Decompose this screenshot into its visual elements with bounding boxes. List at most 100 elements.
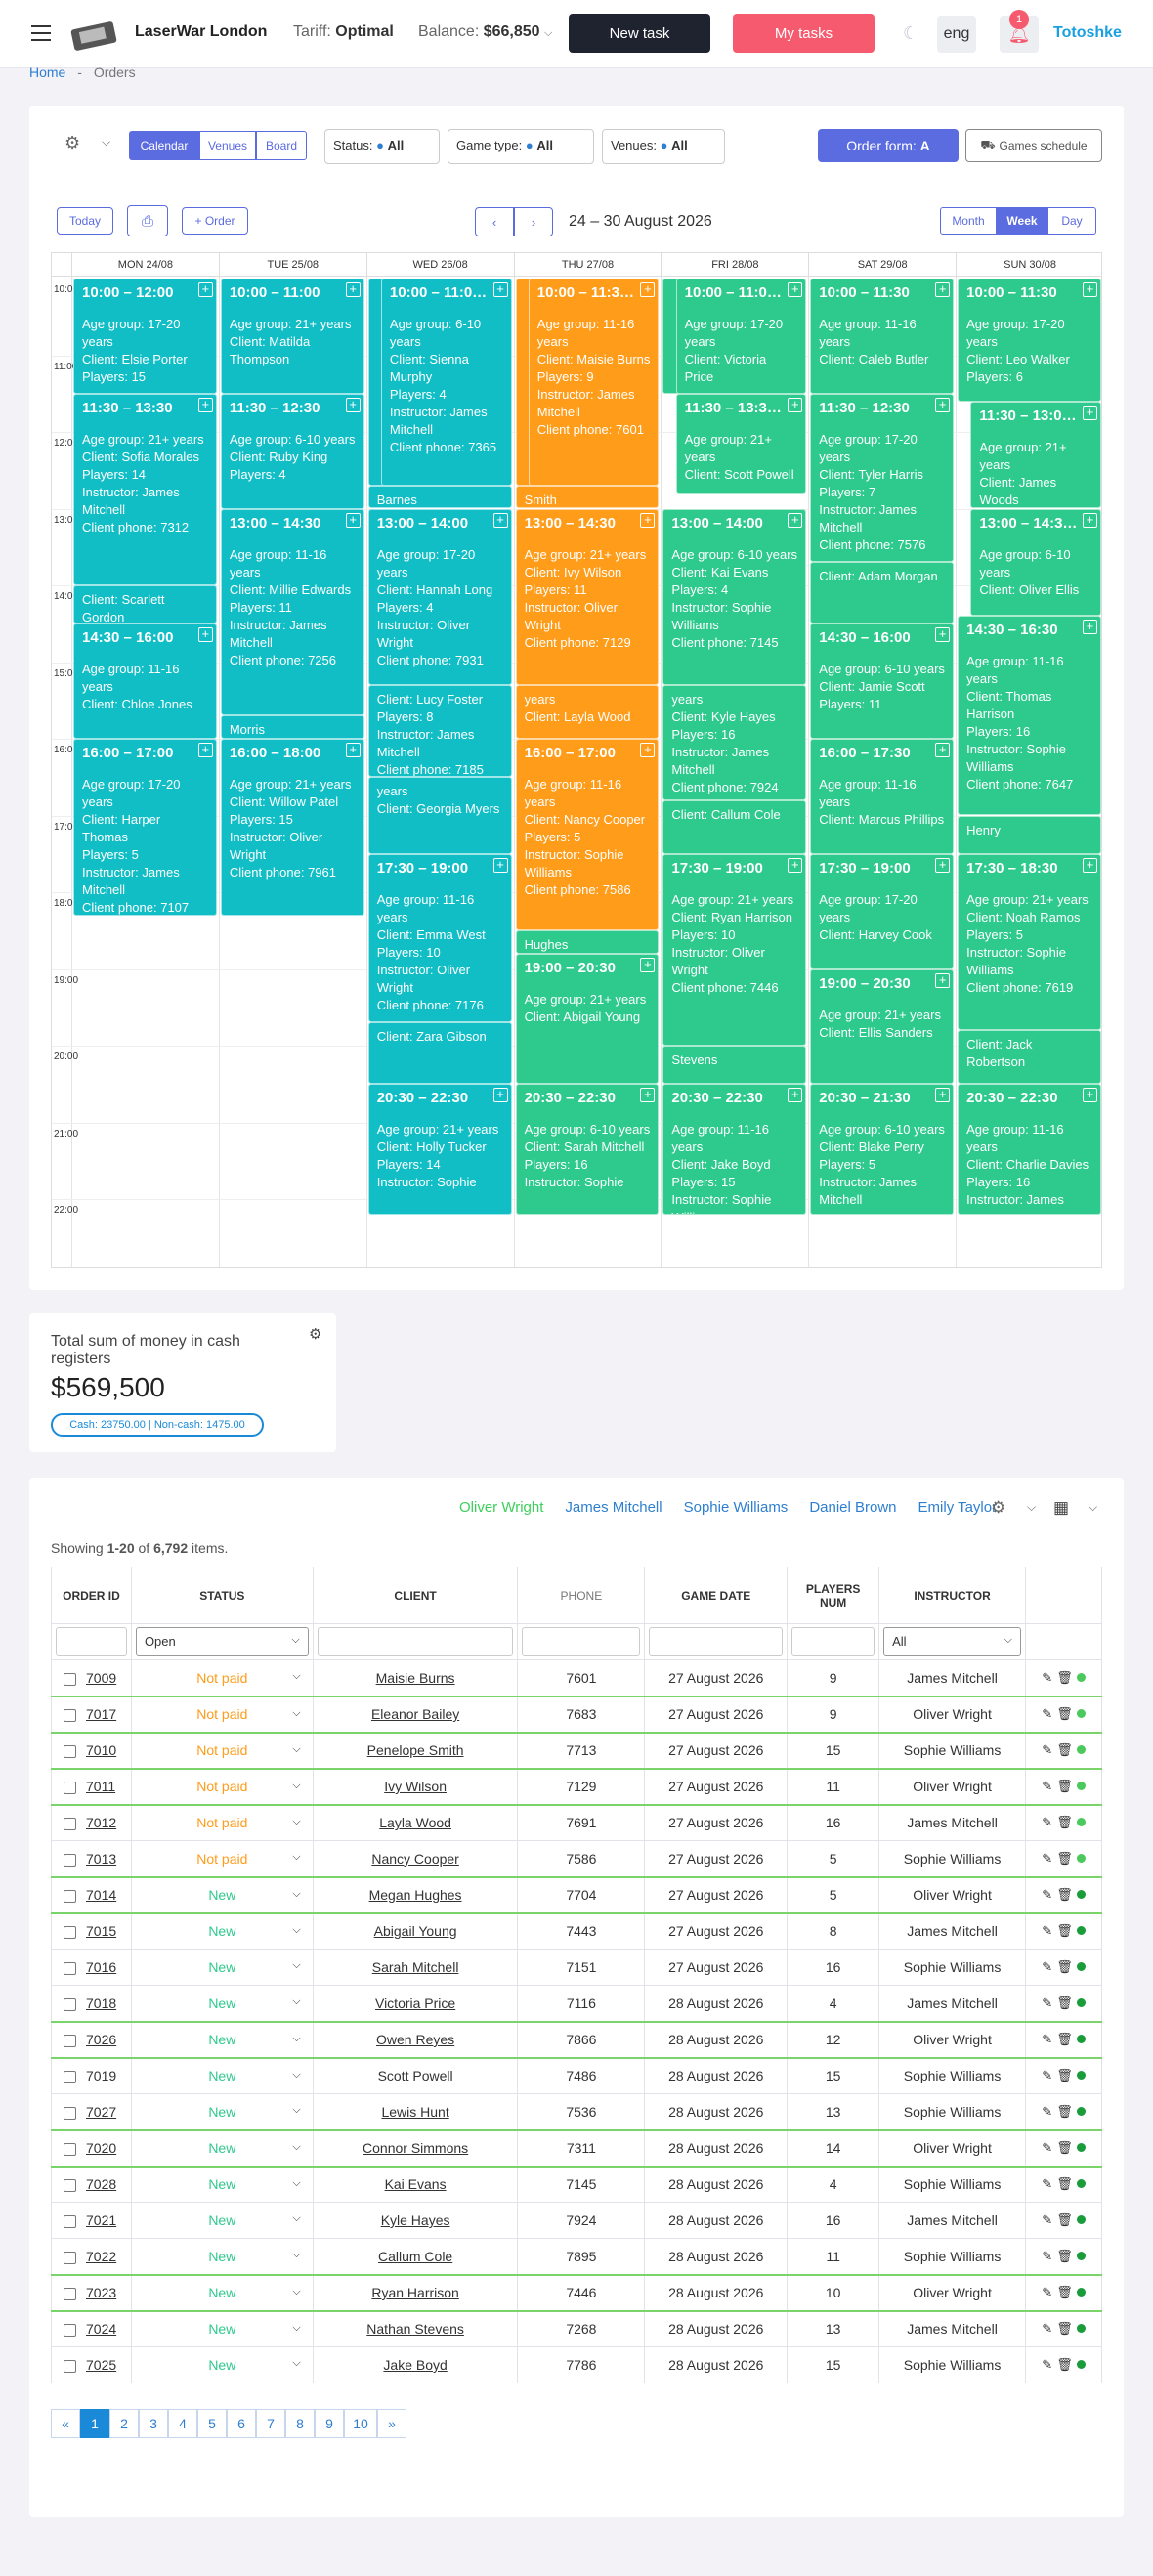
order-id-link[interactable]: 7010: [86, 1742, 117, 1758]
language-switch[interactable]: eng: [937, 16, 976, 53]
status-cell[interactable]: Not paid ⌵: [130, 1659, 314, 1696]
trash-icon[interactable]: 🗑︎: [1056, 2248, 1073, 2263]
trash-icon[interactable]: 🗑︎: [1056, 2321, 1073, 2337]
user-menu[interactable]: Totoshke: [1053, 24, 1122, 41]
status-cell[interactable]: Not paid ⌵: [130, 1732, 314, 1769]
table-row[interactable]: 7025 New ⌵ Jake Boyd 7786 28 August 2026 15 Sop…: [51, 2346, 1103, 2383]
calendar-event[interactable]: Barnes: [367, 485, 512, 509]
edit-icon[interactable]: ✎: [1042, 1923, 1053, 1939]
edit-icon[interactable]: ✎: [1042, 2212, 1053, 2227]
add-icon[interactable]: +: [345, 397, 361, 412]
column-game-date[interactable]: GAME DATE: [644, 1567, 789, 1624]
mode-month[interactable]: Month: [940, 207, 997, 235]
add-icon[interactable]: +: [640, 282, 656, 297]
row-checkbox[interactable]: [64, 2359, 76, 2373]
trash-icon[interactable]: 🗑︎: [1056, 1887, 1073, 1902]
edit-icon[interactable]: ✎: [1042, 1742, 1053, 1757]
trash-icon[interactable]: 🗑︎: [1056, 1815, 1073, 1830]
trash-icon[interactable]: 🗑︎: [1056, 1959, 1073, 1974]
add-icon[interactable]: +: [935, 627, 951, 643]
print-button[interactable]: ⎙: [127, 205, 168, 236]
row-checkbox[interactable]: [64, 1853, 76, 1867]
order-form-select[interactable]: Order form: A: [818, 129, 959, 162]
calendar-event[interactable]: 10:00 – 11:3… + Age group: 11-16 years Clie…: [528, 279, 660, 486]
trash-icon[interactable]: 🗑︎: [1056, 2140, 1073, 2155]
table-row[interactable]: 7019 New ⌵ Scott Powell 7486 28 August 2026 15…: [51, 2057, 1103, 2094]
pagination-page[interactable]: 8: [285, 2409, 315, 2438]
calendar-event[interactable]: 14:30 – 16:30 + Age group: 11-16 years Clie…: [958, 616, 1101, 816]
status-filter-select[interactable]: Open ⌵: [135, 1627, 309, 1656]
pagination-page[interactable]: 7: [256, 2409, 285, 2438]
table-row[interactable]: 7020 New ⌵ Connor Simmons 7311 28 August 2026…: [51, 2128, 1103, 2168]
add-icon[interactable]: +: [1082, 620, 1097, 635]
add-icon[interactable]: +: [935, 972, 951, 988]
status-cell[interactable]: New ⌵: [130, 2310, 314, 2347]
row-checkbox[interactable]: [64, 2214, 76, 2228]
order-id-link[interactable]: 7009: [86, 1669, 117, 1686]
client-link[interactable]: Nancy Cooper: [371, 1850, 459, 1867]
client-link[interactable]: Callum Cole: [377, 2248, 453, 2264]
edit-icon[interactable]: ✎: [1042, 2285, 1053, 2299]
table-row[interactable]: 7028 New ⌵ Kai Evans 7145 28 August 2026 4 Soph…: [51, 2166, 1103, 2203]
calendar-event[interactable]: 17:30 – 19:00 + Age group: 11-16 years Clie…: [367, 853, 512, 1023]
table-row[interactable]: 7023 New ⌵ Ryan Harrison 7446 28 August 2026 1…: [51, 2273, 1103, 2312]
client-link[interactable]: Connor Simmons: [363, 2140, 469, 2156]
column-instructor[interactable]: INSTRUCTOR: [878, 1567, 1026, 1624]
table-row[interactable]: 7013 Not paid ⌵ Nancy Cooper 7586 27 August 2…: [51, 1840, 1103, 1877]
calendar-event[interactable]: 20:30 – 22:30 + Age group: 21+ years Client…: [367, 1084, 512, 1215]
pagination-page[interactable]: 6: [227, 2409, 256, 2438]
client-link[interactable]: Owen Reyes: [376, 2032, 455, 2047]
day-header[interactable]: SAT 29/08: [808, 253, 956, 277]
add-icon[interactable]: +: [640, 512, 656, 528]
edit-icon[interactable]: ✎: [1042, 2068, 1053, 2083]
calendar-event[interactable]: 11:30 – 13:0… + Age group: 21+ years Client…: [970, 401, 1101, 509]
pagination-page[interactable]: 4: [168, 2409, 197, 2438]
pagination-page[interactable]: 2: [109, 2409, 139, 2438]
order-id-link[interactable]: 7027: [86, 2103, 117, 2120]
order-id-link[interactable]: 7018: [86, 1995, 117, 2011]
row-checkbox[interactable]: [64, 1818, 76, 1831]
status-cell[interactable]: New ⌵: [130, 2166, 314, 2203]
add-icon[interactable]: +: [640, 957, 656, 972]
status-cell[interactable]: New ⌵: [130, 2202, 314, 2239]
gear-icon[interactable]: ⚙: [309, 1326, 322, 1343]
status-cell[interactable]: Not paid ⌵: [130, 1804, 314, 1841]
pagination-page[interactable]: 3: [139, 2409, 168, 2438]
trash-icon[interactable]: 🗑︎: [1056, 2285, 1073, 2299]
day-header[interactable]: THU 27/08: [513, 253, 662, 277]
calendar-event[interactable]: 10:00 – 11:00 + Age group: 21+ years Client…: [220, 279, 364, 394]
client-link[interactable]: Nathan Stevens: [366, 2321, 464, 2338]
status-cell[interactable]: New ⌵: [130, 1912, 314, 1950]
calendar-event[interactable]: Morris: [220, 715, 364, 739]
calendar-event[interactable]: Client: Lucy Foster Players: 8 Instructor:…: [367, 685, 512, 778]
add-icon[interactable]: +: [935, 397, 951, 412]
edit-icon[interactable]: ✎: [1042, 2176, 1053, 2192]
order-id-link[interactable]: 7013: [86, 1850, 117, 1867]
calendar-event[interactable]: years Client: Kyle Hayes Players: 16 Instru…: [662, 685, 807, 800]
row-checkbox[interactable]: [64, 2287, 76, 2300]
balance[interactable]: Balance: $66,850 ⌵: [418, 23, 552, 41]
instructor-filter-item[interactable]: James Mitchell: [565, 1499, 662, 1516]
status-cell[interactable]: New ⌵: [130, 2128, 314, 2168]
table-row[interactable]: 7021 New ⌵ Kyle Hayes 7924 28 August 2026 16 Ja…: [51, 2202, 1103, 2239]
add-icon[interactable]: +: [935, 1088, 951, 1103]
edit-icon[interactable]: ✎: [1042, 2357, 1053, 2372]
calendar-event[interactable]: Client: Scarlett Gordon: [73, 585, 217, 624]
instructor-filter-item[interactable]: Emily Taylor: [918, 1499, 998, 1516]
view-calendar[interactable]: Calendar: [129, 131, 199, 160]
row-checkbox[interactable]: [64, 2251, 76, 2264]
edit-icon[interactable]: ✎: [1042, 1706, 1053, 1721]
instructor-filter-item[interactable]: Daniel Brown: [809, 1499, 897, 1516]
add-icon[interactable]: +: [788, 282, 803, 297]
status-cell[interactable]: Not paid ⌵: [130, 1840, 314, 1877]
mode-day[interactable]: Day: [1047, 207, 1096, 235]
trash-icon[interactable]: 🗑︎: [1056, 2068, 1073, 2083]
trash-icon[interactable]: 🗑︎: [1056, 2032, 1073, 2046]
menu-icon[interactable]: [31, 25, 51, 41]
edit-icon[interactable]: ✎: [1042, 1887, 1053, 1902]
calendar-event[interactable]: Client: Callum Cole: [662, 799, 807, 854]
calendar-event[interactable]: 19:00 – 20:30 + Age group: 21+ years Client…: [515, 953, 660, 1085]
add-icon[interactable]: +: [1082, 512, 1097, 528]
client-link[interactable]: Lewis Hunt: [381, 2103, 449, 2120]
column-phone[interactable]: PHONE: [517, 1567, 646, 1624]
